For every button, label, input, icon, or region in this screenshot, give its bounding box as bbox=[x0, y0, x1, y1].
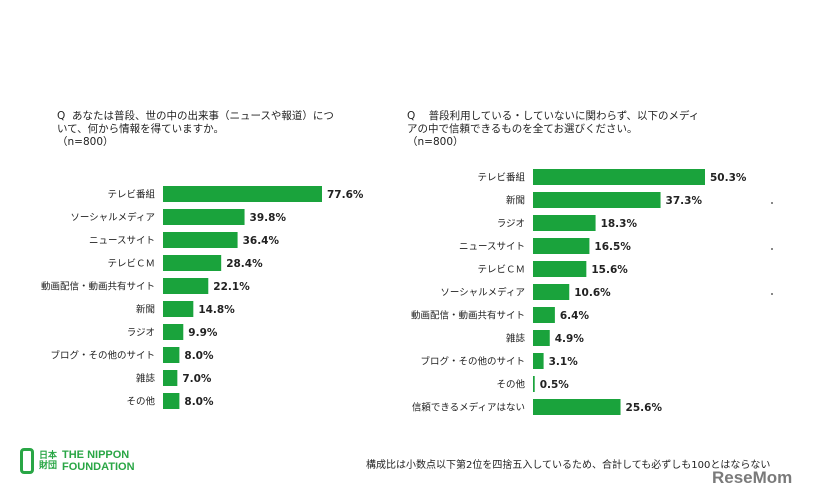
right-value-label: 15.6% bbox=[591, 264, 628, 276]
right-value-label: 16.5% bbox=[594, 241, 631, 253]
right-bar bbox=[533, 284, 570, 300]
right-category-label: ニュースサイト bbox=[459, 242, 525, 253]
left-category-label: その他 bbox=[126, 396, 155, 408]
left-category-label: テレビＣＭ bbox=[107, 259, 155, 270]
right-value-label: 18.3% bbox=[601, 218, 638, 230]
nippon-foundation-logo: 日本 財団 THE NIPPON FOUNDATION bbox=[20, 448, 135, 474]
right-category-label: ソーシャルメディア bbox=[440, 287, 525, 299]
right-category-label: テレビ番組 bbox=[477, 172, 525, 184]
right-category-label: テレビＣＭ bbox=[477, 265, 525, 276]
decorative-dot bbox=[771, 248, 773, 250]
logo-kanji-bottom: 財団 bbox=[39, 461, 58, 471]
right-bar bbox=[533, 376, 535, 392]
right-category-label: ラジオ bbox=[497, 219, 525, 230]
right-value-label: 3.1% bbox=[549, 356, 579, 368]
logo-name-line2: FOUNDATION bbox=[62, 461, 135, 473]
left-question-text: Q あなたは普段、世の中の出来事（ニュースや報道）につ いて、何から情報を得てい… bbox=[57, 110, 334, 148]
left-category-label: テレビ番組 bbox=[107, 189, 155, 201]
right-category-label: その他 bbox=[496, 379, 525, 391]
right-category-label: 動画配信・動画共有サイト bbox=[411, 310, 525, 322]
left-value-label: 9.9% bbox=[188, 327, 218, 339]
right-question-text: Q 普段利用している・していないに関わらず、以下のメディ アの中で信頼できるもの… bbox=[407, 110, 700, 148]
right-value-label: 50.3% bbox=[710, 172, 747, 184]
resemom-watermark: ReseMom bbox=[712, 468, 793, 487]
left-category-label: ラジオ bbox=[127, 328, 155, 339]
left-bar bbox=[163, 370, 178, 386]
right-bar bbox=[533, 307, 555, 323]
left-value-label: 77.6% bbox=[327, 189, 364, 201]
decorative-dot bbox=[771, 202, 773, 204]
right-bar bbox=[533, 261, 587, 277]
right-category-label: ブログ・その他のサイト bbox=[420, 356, 525, 368]
left-value-label: 39.8% bbox=[250, 212, 287, 224]
decorative-dot bbox=[771, 293, 773, 295]
left-category-label: ソーシャルメディア bbox=[70, 212, 155, 224]
left-value-label: 8.0% bbox=[184, 396, 214, 408]
left-category-label: ニュースサイト bbox=[89, 236, 155, 247]
right-value-label: 6.4% bbox=[560, 310, 590, 322]
left-bar bbox=[163, 393, 180, 409]
foundation-emblem-icon bbox=[20, 448, 34, 474]
left-bar bbox=[163, 255, 222, 271]
left-value-label: 22.1% bbox=[213, 281, 250, 293]
left-category-label: 動画配信・動画共有サイト bbox=[41, 281, 155, 293]
right-category-label: 雑誌 bbox=[506, 333, 526, 345]
left-category-label: ブログ・その他のサイト bbox=[50, 350, 155, 362]
left-value-label: 8.0% bbox=[184, 350, 214, 362]
right-category-label: 信頼できるメディアはない bbox=[412, 402, 525, 414]
right-bar bbox=[533, 192, 661, 208]
right-category-label: 新聞 bbox=[506, 195, 525, 207]
left-value-label: 7.0% bbox=[182, 373, 212, 385]
right-bar bbox=[533, 215, 596, 231]
right-bar bbox=[533, 399, 621, 415]
right-bar bbox=[533, 353, 544, 369]
left-bar bbox=[163, 324, 184, 340]
right-bar bbox=[533, 330, 550, 346]
left-bar bbox=[163, 232, 238, 248]
logo-name-line1: THE NIPPON bbox=[62, 449, 130, 461]
right-value-label: 25.6% bbox=[626, 402, 663, 414]
logo-kanji-top: 日本 bbox=[39, 451, 58, 461]
left-bar bbox=[163, 278, 209, 294]
right-value-label: 0.5% bbox=[540, 379, 570, 391]
left-bar bbox=[163, 186, 322, 202]
right-value-label: 37.3% bbox=[666, 195, 703, 207]
right-bar bbox=[533, 169, 705, 185]
left-value-label: 36.4% bbox=[243, 235, 280, 247]
left-bar bbox=[163, 347, 180, 363]
left-value-label: 28.4% bbox=[226, 258, 263, 270]
footnote: 構成比は小数点以下第2位を四捨五入しているため、合計しても必ずしも100とはなら… bbox=[366, 460, 771, 471]
left-category-label: 雑誌 bbox=[136, 373, 156, 385]
left-bar bbox=[163, 209, 245, 225]
left-bar bbox=[163, 301, 194, 317]
left-category-label: 新聞 bbox=[136, 304, 155, 316]
right-value-label: 10.6% bbox=[574, 287, 611, 299]
right-value-label: 4.9% bbox=[555, 333, 585, 345]
right-bar bbox=[533, 238, 590, 254]
left-value-label: 14.8% bbox=[198, 304, 235, 316]
